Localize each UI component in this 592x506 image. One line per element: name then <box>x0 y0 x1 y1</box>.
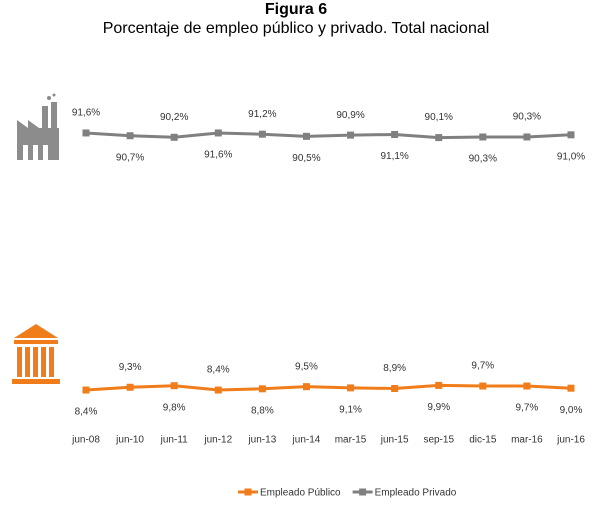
data-label: 8,8% <box>251 405 274 416</box>
point-marker <box>523 133 531 141</box>
point-marker <box>82 129 90 137</box>
point-marker <box>391 384 399 392</box>
point-marker <box>214 386 222 394</box>
point-marker <box>126 383 134 391</box>
data-label: 9,9% <box>427 402 450 413</box>
point-marker <box>347 131 355 139</box>
point-marker <box>170 133 178 141</box>
series-line <box>85 131 572 140</box>
data-label: 8,4% <box>207 365 230 376</box>
data-label: 9,0% <box>560 405 583 416</box>
chart-subtitle: Porcentaje de empleo público y privado. … <box>102 20 490 37</box>
data-label: 9,8% <box>163 402 186 413</box>
point-marker <box>479 133 487 141</box>
point-marker <box>302 132 310 140</box>
point-marker <box>435 134 443 142</box>
data-label: 9,7% <box>471 361 494 372</box>
point-marker <box>567 131 575 139</box>
data-label: 8,4% <box>75 407 98 418</box>
x-tick-label: dic-15 <box>469 435 497 446</box>
point-marker <box>82 386 90 394</box>
chart-title: Figura 6 <box>264 1 328 18</box>
point-marker <box>479 382 487 390</box>
data-label: 91,6% <box>204 150 232 161</box>
data-label: 91,6% <box>72 108 100 119</box>
x-tick-label: jun-10 <box>115 435 144 446</box>
data-label: 91,1% <box>380 151 408 162</box>
factory-icon <box>17 93 59 160</box>
data-label: 9,7% <box>516 403 539 414</box>
point-marker <box>302 383 310 391</box>
point-marker <box>523 382 531 390</box>
data-label: 8,9% <box>383 363 406 374</box>
building-icon <box>12 324 60 384</box>
x-tick-label: jun-12 <box>203 435 232 446</box>
point-marker <box>567 384 575 392</box>
data-label: 90,7% <box>116 152 144 163</box>
data-label: 90,5% <box>292 153 320 164</box>
point-marker <box>126 132 134 140</box>
x-tick-label: mar-16 <box>511 435 543 446</box>
point-marker <box>258 130 266 138</box>
data-label: 9,3% <box>119 362 142 373</box>
point-marker <box>170 382 178 390</box>
point-marker <box>391 131 399 139</box>
point-marker <box>214 129 222 137</box>
point-marker <box>258 385 266 393</box>
data-label: 90,3% <box>469 154 497 165</box>
data-label: 90,1% <box>425 112 453 123</box>
x-tick-label: jun-15 <box>380 435 409 446</box>
legend-marker <box>244 488 252 496</box>
x-tick-label: sep-15 <box>423 435 454 446</box>
data-label: 9,1% <box>339 405 362 416</box>
x-tick-label: jun-08 <box>71 435 100 446</box>
x-tick-label: jun-13 <box>247 435 276 446</box>
data-label: 90,3% <box>513 112 541 123</box>
data-label: 90,2% <box>160 112 188 123</box>
series-line <box>85 383 572 392</box>
x-tick-label: jun-16 <box>556 435 585 446</box>
legend-label: Empleado Privado <box>375 488 457 499</box>
legend-label: Empleado Público <box>260 488 341 499</box>
data-label: 91,2% <box>248 109 276 120</box>
header: Figura 6 Porcentaje de empleo público y … <box>56 0 536 38</box>
legend-marker <box>359 488 367 496</box>
point-marker <box>347 384 355 392</box>
point-marker <box>435 381 443 389</box>
x-tick-label: mar-15 <box>335 435 367 446</box>
x-tick-label: jun-14 <box>292 435 321 446</box>
x-tick-label: jun-11 <box>160 435 188 446</box>
data-label: 91,0% <box>557 151 585 162</box>
data-label: 90,9% <box>336 110 364 121</box>
data-label: 9,5% <box>295 361 318 372</box>
